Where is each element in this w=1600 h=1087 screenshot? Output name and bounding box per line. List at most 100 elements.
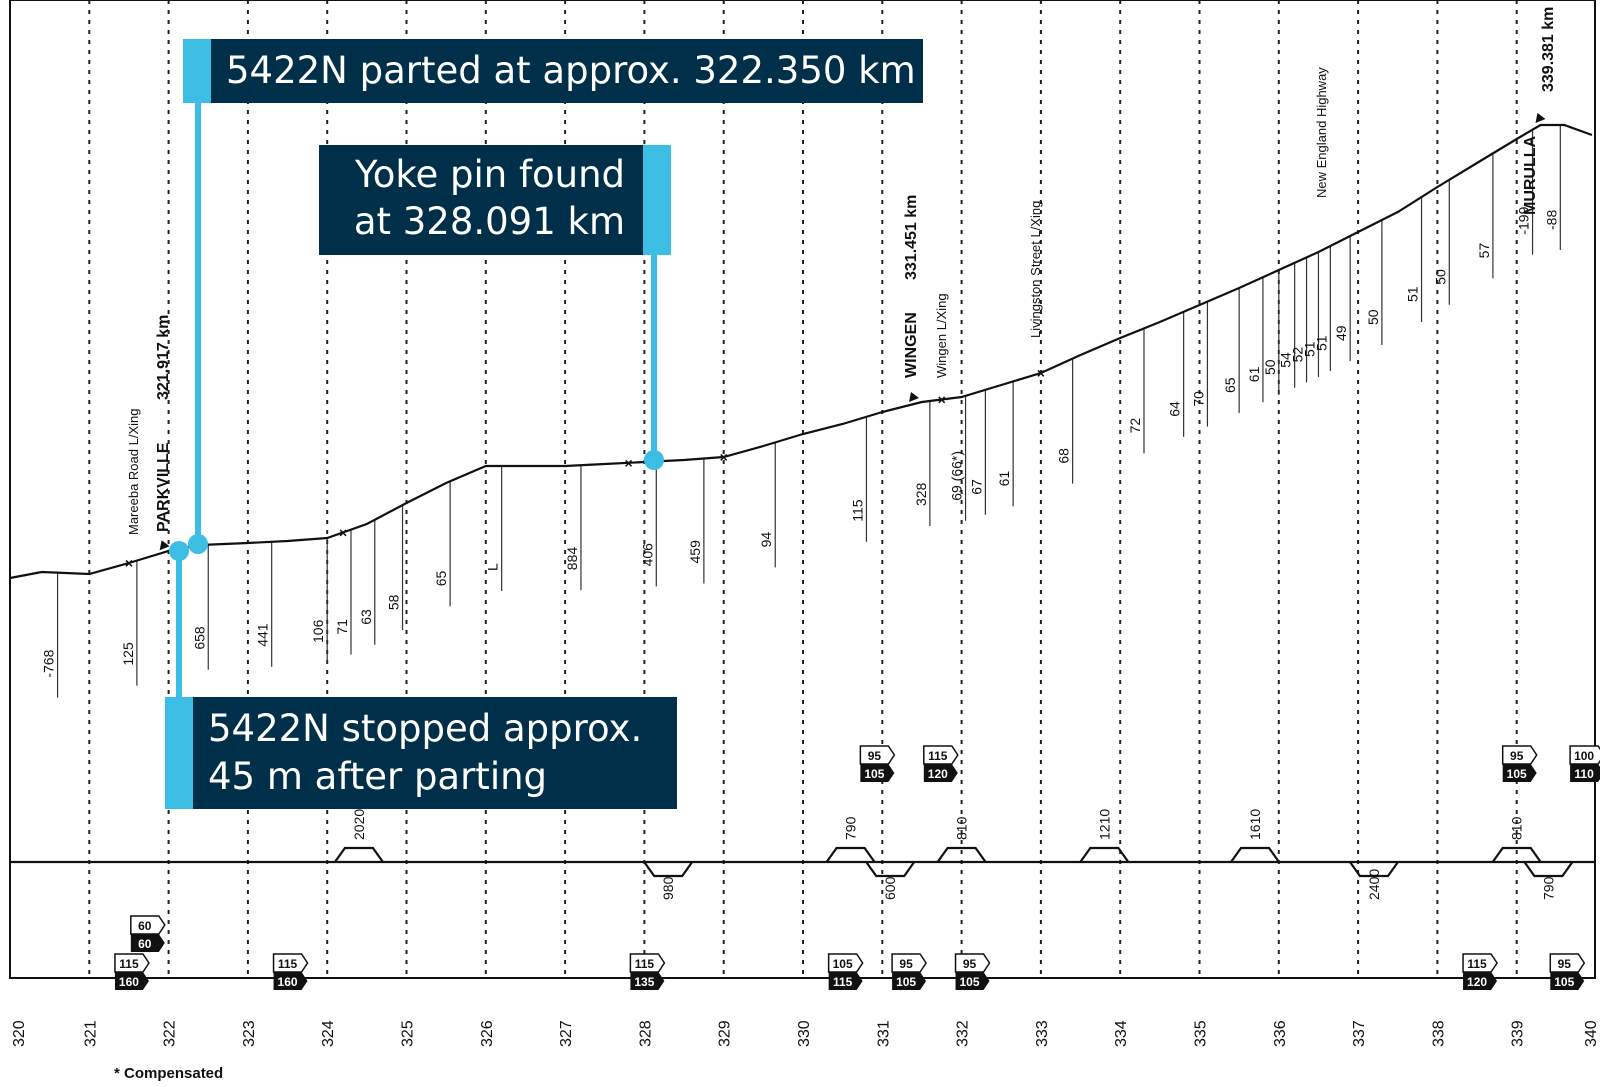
km-tick-label: 323 xyxy=(241,1020,258,1047)
speed-sign-bottom xyxy=(273,972,308,990)
callout-stopped-text-line1: 5422N stopped approx. xyxy=(208,707,643,750)
speed-sign-top xyxy=(827,953,864,973)
km-tick-label: 330 xyxy=(796,1020,813,1047)
curve-radius-label: 600 xyxy=(882,876,898,900)
speed-sign-bottom-value: 105 xyxy=(1507,767,1527,781)
speed-sign-bottom-value: 115 xyxy=(833,975,853,989)
speed-sign-top-value: 95 xyxy=(868,749,882,763)
gradient-label: 70 xyxy=(1190,391,1206,407)
curve-radius-label: 810 xyxy=(954,816,970,840)
km-tick-label: 332 xyxy=(955,1020,972,1047)
gradient-label: 72 xyxy=(1127,418,1143,434)
curve-segment xyxy=(334,846,384,863)
gradient-label: 658 xyxy=(191,626,207,650)
speed-sign-bottom xyxy=(630,972,665,990)
curve-segment xyxy=(1491,846,1542,863)
footnote-compensated: * Compensated xyxy=(114,1065,223,1082)
yoke-marker xyxy=(644,450,664,470)
speed-sign-bottom-value: 120 xyxy=(928,767,948,781)
km-tick-label: 320 xyxy=(11,1020,28,1047)
speed-sign-bottom-value: 105 xyxy=(960,975,980,989)
speed-sign-bottom-value: 60 xyxy=(138,937,152,951)
crossing-label-wingen: Wingen L/Xing xyxy=(934,293,949,378)
curve-segment xyxy=(865,861,916,878)
km-tick-label: 333 xyxy=(1034,1020,1051,1047)
speed-sign-top xyxy=(272,953,309,973)
speed-sign-top-value: 95 xyxy=(1558,957,1572,971)
km-tick-label: 325 xyxy=(400,1020,417,1047)
station-marker-icon xyxy=(1535,113,1546,123)
gradient-label: 63 xyxy=(358,609,374,625)
speed-sign-bottom-value: 105 xyxy=(864,767,884,781)
speed-sign-top xyxy=(1549,953,1586,973)
station-marker-icon xyxy=(159,540,170,551)
gradient-label: L xyxy=(485,563,501,571)
callout-parted: 5422N parted at approx. 322.350 km xyxy=(183,39,923,103)
level-crossing-mark: × xyxy=(1037,365,1045,381)
km-tick-label: 337 xyxy=(1351,1020,1368,1047)
speed-sign-bottom-value: 160 xyxy=(119,975,139,989)
level-crossing-mark: × xyxy=(938,392,946,408)
curve-radius-label: 1210 xyxy=(1096,809,1112,840)
callout-yoke-pin: Yoke pin found at 328.091 km xyxy=(319,145,671,255)
curve-segment xyxy=(1079,846,1130,863)
callout-connectors xyxy=(169,96,664,700)
speed-sign-bottom-value: 110 xyxy=(1574,767,1594,781)
curve-segment xyxy=(1230,846,1280,863)
speed-sign-top xyxy=(891,953,927,973)
station-km-parkville: 321.917 km xyxy=(155,315,172,400)
callout-accent-bar xyxy=(165,697,193,809)
km-tick-label: 336 xyxy=(1272,1020,1289,1047)
station-name-murulla: MURULLA xyxy=(1522,135,1539,215)
speed-sign-bottom-value: 105 xyxy=(1554,975,1574,989)
parted-marker xyxy=(188,534,208,554)
speed-sign-bottom xyxy=(828,972,863,990)
speed-signs: 9510511512095105100110606011516011516011… xyxy=(114,745,1600,990)
speed-sign-top xyxy=(859,745,896,765)
speed-sign-top xyxy=(954,953,991,973)
station-km-wingen: 331.451 km xyxy=(903,195,920,280)
level-crossing-mark: × xyxy=(720,449,728,465)
km-tick-label: 322 xyxy=(162,1020,179,1047)
gradient-label: 459 xyxy=(687,540,703,564)
gradient-label: 71 xyxy=(334,619,350,635)
speed-sign-top-value: 115 xyxy=(278,957,298,971)
station-name-parkville: PARKVILLE xyxy=(155,442,172,532)
km-tick-label: 339 xyxy=(1510,1020,1527,1047)
km-tick-label: 338 xyxy=(1430,1020,1447,1047)
diagram-frame xyxy=(9,0,1596,979)
curve-radius-label: 810 xyxy=(1509,816,1525,840)
gradient-label: 49 xyxy=(1333,325,1349,341)
speed-sign-top-value: 95 xyxy=(899,957,913,971)
curve-segment xyxy=(936,846,987,863)
level-crossing-mark: × xyxy=(624,455,632,471)
speed-sign-bottom-value: 105 xyxy=(896,975,916,989)
stopped-marker xyxy=(169,541,189,561)
km-tick-label: 328 xyxy=(637,1020,654,1047)
callout-stopped: 5422N stopped approx. 45 m after parting xyxy=(165,697,677,809)
gradient-label: 50 xyxy=(1365,309,1381,325)
speed-sign-bottom xyxy=(1463,972,1498,990)
speed-sign-top xyxy=(130,915,166,935)
gradient-label: 50 xyxy=(1262,359,1278,375)
speed-sign-top-value: 95 xyxy=(1510,749,1524,763)
speed-sign-bottom xyxy=(860,764,895,782)
gradient-label: -768 xyxy=(41,649,57,677)
elevation-profile-line xyxy=(9,123,1593,580)
speed-sign-top xyxy=(1462,953,1498,973)
callout-yoke-text-line2: at 328.091 km xyxy=(353,200,625,243)
gradient-label: 125 xyxy=(120,642,136,666)
gradient-label: 884 xyxy=(564,547,580,571)
gradient-label: 52 xyxy=(1290,347,1306,363)
gradient-label: 61 xyxy=(1246,366,1262,382)
